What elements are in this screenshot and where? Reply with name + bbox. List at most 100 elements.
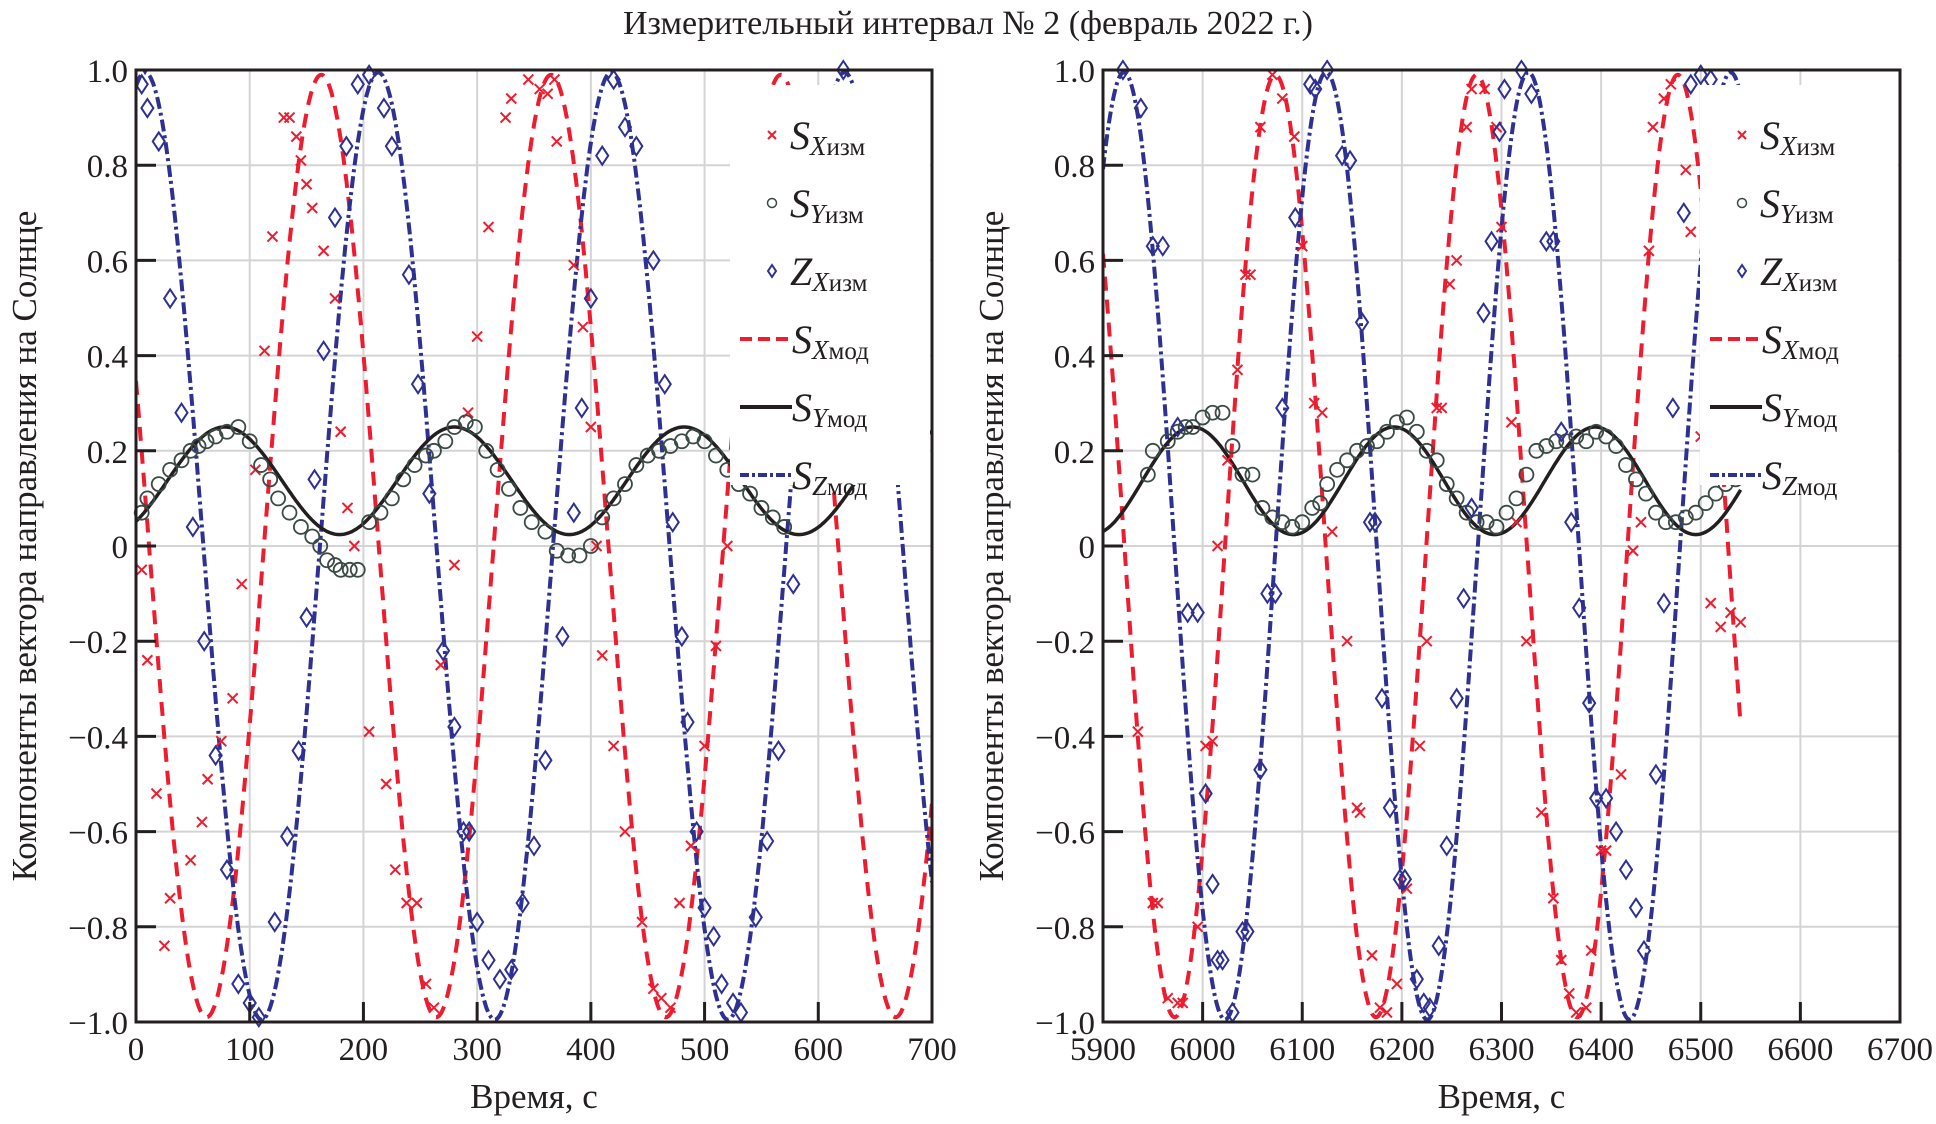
zx-measured-point (219, 858, 235, 881)
sx-measured-point (698, 740, 711, 752)
sx-measured-point (585, 421, 597, 433)
sx-measured-point (548, 73, 561, 86)
y-tick-label: 0.8 (1054, 149, 1095, 185)
sy-measured-point (1488, 519, 1505, 535)
sy-measured-point (139, 490, 156, 507)
sx-measured-point (664, 1002, 677, 1014)
zx-measured-point (771, 739, 786, 762)
sy-measured-point (332, 561, 349, 578)
sy-measured-point (1568, 428, 1585, 445)
y-tick-label: 1.0 (87, 54, 128, 90)
legend-background (730, 85, 930, 485)
sx-measured-point (1391, 978, 1403, 990)
zx-measured-point (657, 373, 672, 395)
zx-measured-point (1492, 121, 1507, 143)
sy-measured-point (1169, 423, 1186, 440)
zx-measured-point (786, 573, 801, 595)
sx-measured-point (1421, 635, 1433, 647)
sx-measured-point (1152, 897, 1164, 909)
sx-measured-point (196, 816, 208, 828)
zx-measured-point (714, 973, 729, 995)
x-tick-label: 6500 (1668, 1032, 1734, 1068)
sx-measured-point (596, 649, 608, 662)
sx-measured-point (348, 540, 361, 552)
sy-measured-point (1508, 490, 1525, 507)
sx-measured-point (1627, 545, 1639, 557)
sx-measured-point (1132, 725, 1144, 738)
y-axis-label: Компоненты вектора направления на Солнце (5, 211, 44, 882)
x-tick-label: 0 (128, 1032, 145, 1068)
sx-measured-point (258, 345, 271, 357)
zx-measured-point (447, 716, 462, 738)
sx-measured-point (568, 259, 580, 271)
sy-measured-point (230, 419, 247, 435)
y-tick-label: −0.4 (1035, 720, 1095, 756)
sx-measured-point (329, 292, 341, 305)
sx-measured-point (1341, 635, 1353, 647)
sx-measured-point (1414, 740, 1426, 752)
sy-measured-point (1438, 476, 1455, 493)
sy-measured-point (708, 447, 724, 464)
sx-measured-point (380, 778, 392, 790)
zx-measured-point (267, 911, 282, 933)
sx-measured-point (505, 92, 517, 105)
zx-measured-point (1362, 511, 1378, 534)
sy-measured-point (1667, 514, 1684, 531)
sy-measured-point (162, 461, 179, 478)
zx-measured-point (280, 825, 295, 848)
legend-label: ZXизм (790, 249, 868, 297)
sx-measured-point (1172, 997, 1184, 1009)
legend-label: SXизм (1760, 113, 1835, 161)
zx-measured-point (1382, 796, 1398, 819)
sx-measured-point (1685, 226, 1697, 238)
sx-measured-point (1600, 844, 1612, 857)
legend-diamond-marker-icon (766, 263, 778, 279)
sx-measured-point (1147, 897, 1159, 909)
chart-panel-left: 1.00.80.60.40.20−0.2−0.4−0.6−0.8−1.00 100… (5, 54, 957, 1116)
zx-measured-point (384, 135, 400, 157)
zx-measured-point (197, 630, 212, 653)
zx-measured-point (1133, 97, 1149, 119)
sx-measured-point (1221, 454, 1234, 467)
zx-measured-point (646, 249, 661, 272)
sy-measured-point (753, 500, 770, 516)
sx-measured-point (215, 735, 227, 747)
sy-measured-point (270, 490, 287, 507)
sx-measured-point (1308, 397, 1320, 409)
zx-measured-point (1145, 235, 1161, 257)
zx-measured-point (1628, 896, 1644, 919)
sx-measured-point (1495, 221, 1508, 233)
sy-measured-point (1204, 404, 1221, 421)
series-diamond (1115, 59, 1718, 1024)
zx-measured-point (162, 287, 178, 310)
sy-measured-point (1498, 504, 1515, 521)
legend: SXизм SYизм ZXизм SXмод SYмод SZмод (1700, 85, 1898, 501)
y-tick-label: −0.8 (68, 911, 128, 947)
sy-measured-point (418, 447, 434, 464)
sy-measured-point (696, 433, 713, 450)
zx-measured-point (1598, 787, 1614, 810)
zx-measured-point (456, 820, 471, 843)
sy-measured-point (1359, 438, 1375, 454)
figure-title: Измерительный интервал № 2 (февраль 2022… (623, 5, 1313, 42)
x-tick-label: 6100 (1269, 1032, 1335, 1068)
sy-measured-point (1274, 514, 1291, 531)
zx-measured-point (339, 135, 354, 157)
sx-measured-point (1316, 407, 1328, 419)
y-tick-label: −1.0 (68, 1006, 128, 1042)
sx-measured-point (1465, 83, 1478, 95)
zx-measured-point (1484, 230, 1499, 253)
zx-measured-point (461, 820, 477, 843)
sy-measured-point (776, 519, 793, 535)
sy-measured-point (1618, 457, 1634, 473)
sy-measured-point (1528, 442, 1545, 459)
sy-measured-point (312, 538, 329, 554)
zx-measured-point (435, 639, 451, 662)
sy-measured-point (1388, 414, 1405, 431)
zx-measured-point (1572, 597, 1587, 619)
zx-measured-point (1422, 996, 1437, 1019)
sx-measured-point (1191, 921, 1204, 933)
sx-measured-point (266, 230, 279, 243)
sx-measured-point (201, 773, 214, 785)
sx-measured-point (1734, 616, 1747, 628)
